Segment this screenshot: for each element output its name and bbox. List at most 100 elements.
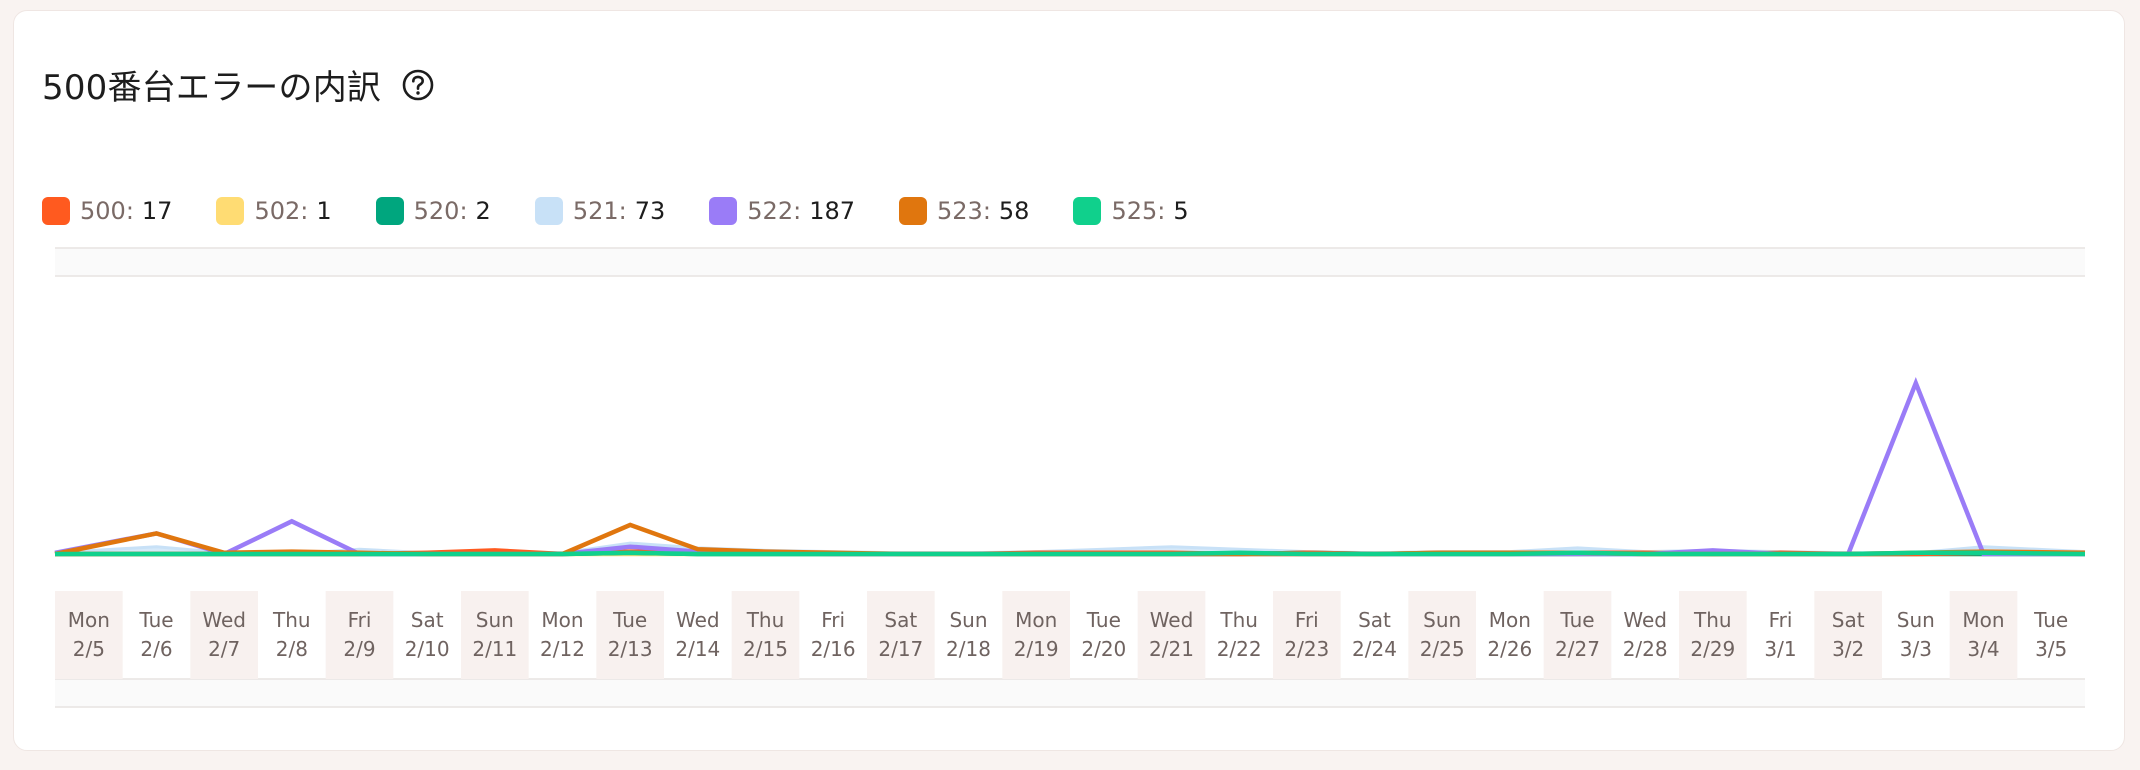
legend-swatch	[534, 197, 563, 225]
legend-code: 523	[937, 197, 983, 225]
legend-count: 2	[475, 197, 491, 225]
chart-legend: 500:17 502:1 520:2 521:73 522:187 523:58 525:5	[42, 197, 1233, 225]
legend-swatch	[42, 197, 70, 225]
x-tick-date: 2/5	[73, 637, 105, 661]
x-tick-date: 2/14	[675, 637, 720, 661]
legend-item-522[interactable]: 522:187	[709, 197, 855, 225]
x-tick-day: Thu	[1219, 608, 1258, 632]
x-tick-day: Sat	[1832, 608, 1865, 632]
x-tick-day: Fri	[1295, 608, 1319, 632]
legend-separator: :	[459, 197, 468, 225]
legend-item-523[interactable]: 523:58	[899, 197, 1029, 225]
x-tick-day: Sun	[949, 608, 987, 632]
x-axis-shade	[1273, 591, 1341, 679]
x-tick-day: Tue	[138, 608, 173, 632]
legend-separator: :	[125, 197, 134, 225]
legend-separator: :	[618, 197, 627, 225]
x-tick-date: 2/7	[208, 637, 240, 661]
x-tick-date: 2/22	[1217, 637, 1262, 661]
x-tick-date: 2/15	[743, 637, 788, 661]
x-tick-date: 2/29	[1690, 637, 1735, 661]
x-axis-shade	[596, 591, 664, 679]
x-tick-date: 2/10	[405, 637, 450, 661]
x-tick-day: Wed	[676, 608, 720, 632]
legend-item-500[interactable]: 500:17	[42, 197, 172, 225]
x-tick-date: 2/28	[1623, 637, 1668, 661]
x-tick-day: Thu	[272, 608, 311, 632]
x-tick-date: 2/23	[1284, 637, 1329, 661]
legend-separator: :	[300, 197, 309, 225]
x-tick-date: 2/8	[276, 637, 308, 661]
x-axis-shade	[867, 591, 935, 679]
x-axis-shade	[1814, 591, 1882, 679]
x-tick-date: 2/12	[540, 637, 585, 661]
legend-item-525[interactable]: 525:5	[1073, 197, 1189, 225]
legend-count: 5	[1173, 197, 1189, 225]
legend-swatch	[709, 197, 738, 225]
x-axis-shade	[190, 591, 258, 679]
legend-count: 73	[634, 197, 666, 225]
x-tick-date: 2/13	[608, 637, 653, 661]
x-tick-day: Fri	[1769, 608, 1793, 632]
x-tick-day: Wed	[1150, 608, 1194, 632]
x-tick-day: Mon	[68, 608, 110, 632]
x-tick-date: 2/19	[1014, 637, 1059, 661]
x-tick-date: 2/21	[1149, 637, 1194, 661]
x-tick-date: 2/16	[811, 637, 856, 661]
legend-count: 1	[316, 197, 332, 225]
x-tick-date: 2/20	[1081, 637, 1126, 661]
x-tick-day: Fri	[821, 608, 845, 632]
x-axis-shade	[1137, 591, 1206, 679]
x-axis-shade	[1002, 591, 1070, 679]
legend-code: 502	[254, 197, 301, 225]
x-tick-day: Tue	[612, 608, 647, 632]
chart-frame	[55, 247, 2085, 708]
x-tick-day: Sat	[1358, 608, 1391, 632]
x-axis-shade	[325, 591, 394, 679]
x-tick-day: Thu	[746, 608, 785, 632]
x-tick-day: Mon	[1962, 608, 2004, 632]
title-row: 500番台エラーの内訳	[42, 60, 435, 109]
x-tick-day: Sun	[1423, 608, 1461, 632]
question-circle-icon[interactable]	[401, 68, 435, 102]
series-522	[54, 376, 2085, 557]
x-tick-day: Tue	[2033, 608, 2068, 632]
legend-item-520[interactable]: 520:2	[375, 197, 491, 225]
x-tick-day: Sun	[476, 608, 514, 632]
legend-count: 17	[141, 197, 173, 225]
x-tick-date: 3/5	[2035, 637, 2067, 661]
x-tick-date: 2/6	[140, 637, 172, 661]
x-axis-shade	[55, 591, 123, 679]
legend-item-521[interactable]: 521:73	[534, 197, 666, 225]
x-tick-day: Mon	[1015, 608, 1057, 632]
x-tick-date: 3/1	[1764, 637, 1796, 661]
x-tick-day: Fri	[348, 608, 372, 632]
series-line-525	[55, 550, 2086, 557]
legend-code: 525	[1111, 197, 1158, 225]
legend-separator: :	[793, 197, 802, 225]
x-axis-shade	[1408, 591, 1476, 679]
series-line-522	[54, 376, 2085, 557]
x-tick-date: 3/4	[1967, 637, 1999, 661]
x-axis-shade	[1949, 591, 2018, 679]
legend-count: 58	[998, 197, 1030, 225]
x-tick-day: Sat	[411, 608, 444, 632]
x-tick-date: 2/11	[472, 637, 517, 661]
legend-swatch	[1073, 197, 1102, 225]
x-tick-date: 2/18	[946, 637, 991, 661]
x-tick-date: 2/9	[343, 637, 375, 661]
x-tick-day: Sun	[1897, 608, 1935, 632]
legend-code: 520	[413, 197, 460, 225]
x-tick-date: 2/27	[1555, 637, 1600, 661]
legend-item-502[interactable]: 502:1	[216, 197, 332, 225]
legend-separator: :	[1157, 197, 1166, 225]
x-axis: Mon 2/5 Tue 2/6 Wed 2/7 Thu 2/8 Fri 2/9 Sat 2/10 Sun…	[55, 591, 2068, 679]
x-tick-day: Tue	[1086, 608, 1121, 632]
x-axis-shade	[461, 591, 529, 679]
legend-count: 187	[809, 197, 855, 225]
x-axis-shade	[1543, 591, 1612, 679]
x-tick-date: 2/24	[1352, 637, 1397, 661]
x-tick-day: Thu	[1693, 608, 1732, 632]
x-tick-day: Tue	[1559, 608, 1594, 632]
